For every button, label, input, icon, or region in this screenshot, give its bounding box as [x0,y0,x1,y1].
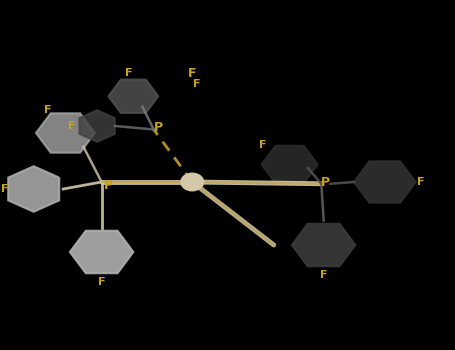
Polygon shape [262,146,318,183]
Text: F: F [125,69,132,78]
Text: P: P [154,121,163,134]
Text: F: F [188,67,197,80]
Polygon shape [36,113,95,153]
Text: P: P [104,179,113,192]
Text: P: P [321,175,330,189]
Polygon shape [8,166,59,212]
Polygon shape [70,231,133,273]
Polygon shape [292,224,355,266]
Text: F: F [193,79,201,89]
Text: F: F [98,277,106,287]
Text: F: F [68,121,76,131]
Text: F: F [0,184,8,194]
Text: F: F [44,105,51,115]
Text: F: F [320,270,328,280]
Polygon shape [354,161,415,203]
Polygon shape [108,79,158,113]
Text: F: F [417,177,425,187]
Circle shape [181,173,203,191]
Text: F: F [259,140,266,150]
Polygon shape [80,110,115,142]
